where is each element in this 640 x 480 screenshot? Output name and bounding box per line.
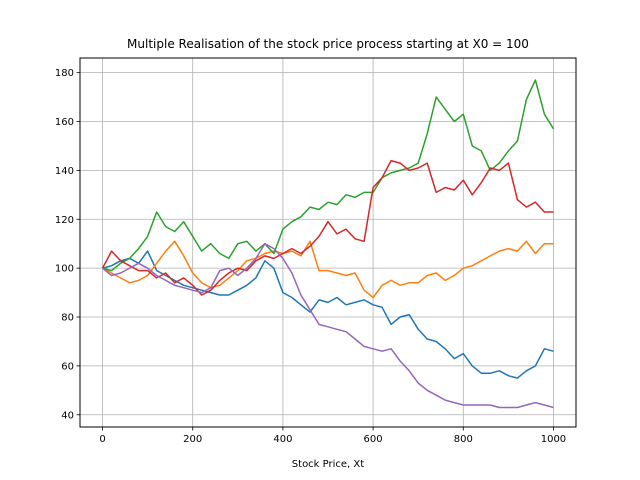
series-line-2 — [102, 240, 554, 299]
y-tick-label: 180 — [55, 68, 74, 79]
x-tick-label: 200 — [183, 434, 202, 445]
series-line-3 — [102, 79, 555, 272]
x-tick-label: 800 — [454, 434, 473, 445]
ticks: 0 200 400 600 800 1000 40 60 80 100 120 140 160 180 — [55, 68, 566, 445]
y-tick-label: 120 — [55, 215, 74, 226]
y-tick-label: 80 — [61, 313, 74, 324]
x-axis-label: Stock Price, Xt — [292, 459, 364, 470]
y-tick-label: 100 — [55, 264, 74, 275]
y-tick-label: 160 — [55, 117, 74, 128]
series-line-4 — [101, 159, 554, 296]
x-tick-label: 0 — [99, 434, 105, 445]
y-tick-label: 60 — [61, 361, 74, 372]
series-line-1 — [102, 250, 554, 379]
grid — [80, 58, 576, 427]
x-tick-label: 400 — [273, 434, 292, 445]
series-line-5 — [102, 242, 554, 409]
series-layer — [101, 79, 555, 409]
x-tick-label: 1000 — [541, 434, 566, 445]
y-tick-label: 140 — [55, 166, 74, 177]
y-tick-label: 40 — [61, 410, 74, 421]
x-tick-label: 600 — [364, 434, 383, 445]
plot-frame — [79, 57, 577, 428]
chart-title: Multiple Realisation of the stock price … — [127, 37, 529, 51]
